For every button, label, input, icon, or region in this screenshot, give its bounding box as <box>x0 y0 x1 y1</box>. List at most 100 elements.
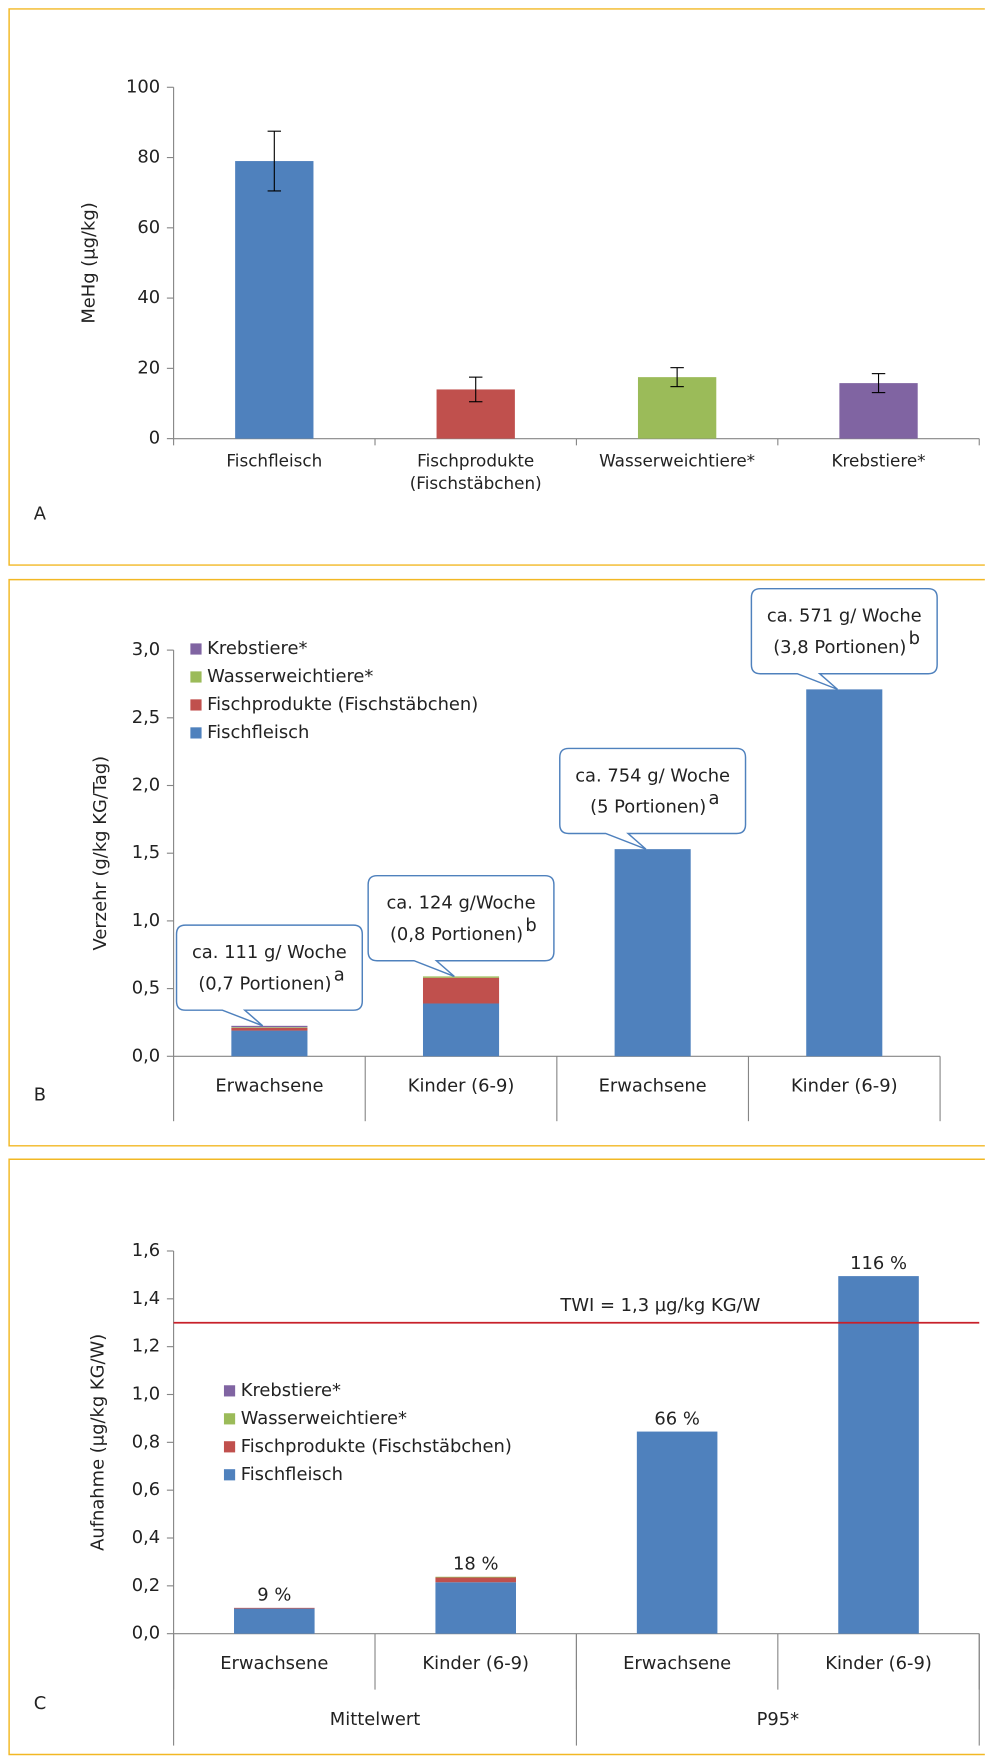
panel-label: B <box>34 1084 46 1105</box>
legend-swatch <box>190 727 202 739</box>
group-label: Mittelwert <box>330 1709 420 1730</box>
legend-label: Fischprodukte (Fischstäbchen) <box>241 1436 512 1457</box>
legend-label: Krebstiere* <box>241 1380 341 1401</box>
x-tick-label: Wasserweichtiere* <box>599 450 756 472</box>
y-tick-label: 0 <box>149 428 160 449</box>
x-tick-label: Fischprodukte (Fischstäbchen) <box>409 450 542 494</box>
y-tick-label: 1,6 <box>132 1240 160 1261</box>
y-tick-label: 0,0 <box>132 1623 160 1644</box>
y-tick-label: 0,5 <box>132 978 160 999</box>
bar-segment <box>422 1003 500 1057</box>
y-tick-label: 1,2 <box>132 1336 160 1357</box>
x-tick-label: Kinder (6-9) <box>791 1076 898 1097</box>
callout-text: (3,8 Portionen) <box>773 637 906 658</box>
panel-frame <box>8 578 985 1147</box>
x-tick-label: Krebstiere* <box>831 450 926 472</box>
x-tick-label: Erwachsene <box>599 1076 707 1097</box>
y-tick-label: 1,5 <box>132 842 160 863</box>
legend-label: Fischfleisch <box>241 1464 343 1485</box>
y-tick-label: 60 <box>137 217 160 238</box>
group-label: P95* <box>757 1709 800 1730</box>
y-tick-label: 0,6 <box>132 1479 160 1500</box>
legend-label: Krebstiere* <box>207 638 307 659</box>
callout-text: ca. 571 g/ Woche <box>767 606 922 627</box>
bar-label: 18 % <box>453 1553 498 1574</box>
callout-text: (0,8 Portionen) <box>390 924 523 945</box>
bar-segment <box>231 1030 308 1057</box>
bar-segment <box>435 1576 516 1578</box>
bar-segment <box>231 1025 308 1028</box>
legend-swatch <box>190 643 202 655</box>
x-tick-label: Fischfleisch <box>226 450 323 472</box>
panel-label: A <box>34 504 47 525</box>
callout-text: ca. 124 g/Woche <box>386 893 535 914</box>
legend-swatch <box>223 1441 236 1453</box>
bar-segment <box>231 1027 308 1031</box>
bar-segment <box>422 976 500 978</box>
y-tick-label: 1,4 <box>132 1288 160 1309</box>
callout-text: ca. 111 g/ Woche <box>192 942 347 963</box>
legend-label: Fischfleisch <box>207 722 309 743</box>
callout <box>750 587 938 691</box>
legend-label: Fischprodukte (Fischstäbchen) <box>207 694 478 715</box>
panel-label: C <box>34 1693 47 1714</box>
callout-superscript: a <box>334 964 345 985</box>
x-label-box: Fischprodukte (Fischstäbchen) <box>409 450 542 494</box>
bar-segment <box>435 1577 516 1583</box>
bar-segment <box>838 1276 919 1634</box>
callout <box>367 874 555 978</box>
legend-swatch <box>223 1413 236 1425</box>
legend-swatch <box>190 671 202 683</box>
y-tick-label: 80 <box>137 147 160 168</box>
bar-label: 66 % <box>654 1408 699 1429</box>
callout-superscript: b <box>525 915 536 936</box>
legend-label: Wasserweichtiere* <box>241 1408 407 1429</box>
y-tick-label: 0,4 <box>132 1527 160 1548</box>
y-tick-label: 2,0 <box>132 775 160 796</box>
callout <box>175 924 364 1027</box>
y-axis-label: Verzehr (g/kg KG/Tag) <box>90 756 111 951</box>
y-tick-label: 2,5 <box>132 707 160 728</box>
callout-text: (0,7 Portionen) <box>198 973 331 994</box>
y-tick-label: 40 <box>137 287 160 308</box>
panel-frame <box>8 1158 985 1756</box>
y-tick-label: 0,0 <box>132 1045 160 1066</box>
callout-text: ca. 754 g/ Woche <box>575 765 730 786</box>
bar-segment <box>231 1027 308 1028</box>
bar-segment <box>435 1582 516 1634</box>
y-tick-label: 100 <box>126 76 160 97</box>
error-bar <box>469 376 483 403</box>
callout-text: (5 Portionen) <box>590 797 706 818</box>
callout-superscript: a <box>708 788 719 809</box>
bar <box>637 377 717 439</box>
y-tick-label: 0,2 <box>132 1575 160 1596</box>
x-label-box: Fischfleisch <box>226 450 323 472</box>
bar-segment <box>614 849 691 1057</box>
x-tick-label: Erwachsene <box>215 1076 323 1097</box>
x-tick-label: Kinder (6-9) <box>408 1076 515 1097</box>
bar-segment <box>234 1607 315 1609</box>
x-label-box: Krebstiere* <box>831 450 926 472</box>
bar-label: 9 % <box>257 1585 291 1606</box>
y-tick-label: 1,0 <box>132 910 160 931</box>
y-tick-label: 20 <box>137 357 160 378</box>
bar-segment <box>806 689 883 1057</box>
panel-frame <box>8 8 985 566</box>
bar <box>235 161 314 439</box>
x-tick-label: Kinder (6-9) <box>422 1653 529 1674</box>
y-axis-label: Aufnahme (µg/kg KG/W) <box>88 1334 109 1551</box>
callout-superscript: b <box>909 628 920 649</box>
reference-label: TWI = 1,3 µg/kg KG/W <box>559 1295 760 1316</box>
legend-label: Wasserweichtiere* <box>207 666 373 687</box>
bar-segment <box>422 977 500 1004</box>
x-label-box: Wasserweichtiere* <box>599 450 756 472</box>
callout <box>559 747 747 850</box>
x-tick-label: Erwachsene <box>220 1653 328 1674</box>
x-tick-label: Kinder (6-9) <box>825 1653 932 1674</box>
error-bar <box>267 130 282 192</box>
bar-segment <box>234 1608 315 1634</box>
y-tick-label: 0,8 <box>132 1431 160 1452</box>
legend-swatch <box>223 1469 236 1481</box>
